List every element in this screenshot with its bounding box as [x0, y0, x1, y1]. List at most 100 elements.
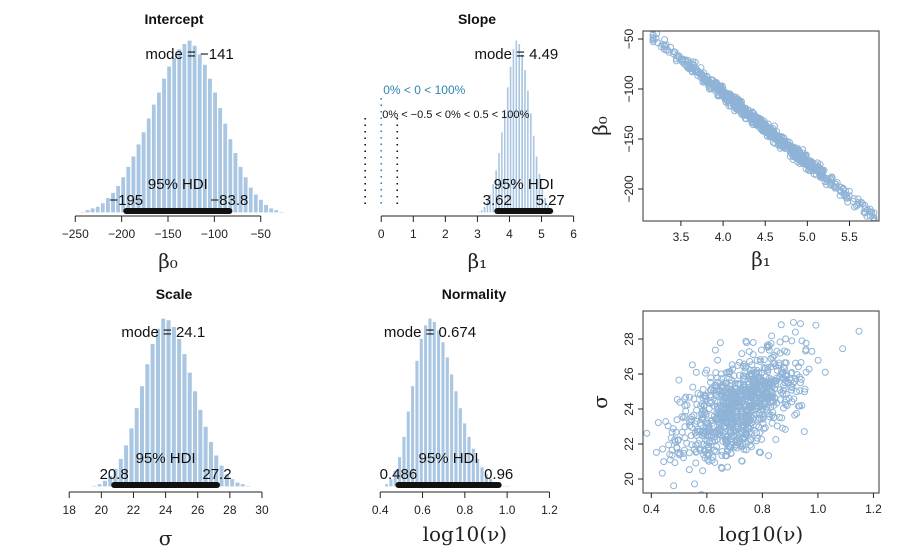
- x-tick-label: 1.0: [810, 502, 827, 516]
- scatter-point: [737, 424, 745, 432]
- scatter-point: [672, 55, 680, 63]
- scatter-point: [719, 437, 727, 445]
- scatter-point: [724, 410, 732, 418]
- scatter-point: [802, 368, 810, 376]
- scatter-point: [738, 350, 746, 358]
- scatter-point: [649, 35, 657, 43]
- scatter-point: [668, 428, 676, 436]
- x-tick-label: 0.4: [643, 502, 660, 516]
- scatter-point: [676, 450, 684, 458]
- scatter-point: [683, 439, 691, 447]
- scatter-point: [723, 436, 731, 444]
- scatter-point: [717, 414, 725, 422]
- x-axis-label: β₁: [751, 247, 771, 271]
- histogram-bar: [186, 371, 194, 488]
- scatter-point: [698, 70, 706, 78]
- scatter-point: [770, 414, 778, 422]
- scatter-point: [769, 408, 777, 416]
- x-tick-label: 5: [538, 227, 545, 241]
- scatter-point: [710, 446, 718, 454]
- scatter-point: [669, 425, 677, 433]
- scatter-point: [673, 416, 681, 424]
- scatter-point: [757, 346, 765, 354]
- scatter-point: [743, 393, 751, 401]
- scatter-point: [713, 428, 721, 436]
- scatter-point: [788, 386, 796, 394]
- hdi-low-label: −195: [109, 192, 143, 209]
- scatter-point: [712, 83, 720, 91]
- scatter-point: [734, 106, 742, 114]
- scatter-point: [749, 109, 757, 117]
- scatter-point: [689, 383, 697, 391]
- scatter-point: [742, 115, 750, 123]
- scatter-point: [767, 354, 775, 362]
- scatter-point: [760, 425, 768, 433]
- scatter-point: [649, 31, 657, 34]
- scatter-point: [757, 369, 765, 377]
- scatter-point: [782, 377, 790, 385]
- scatter-point: [764, 125, 772, 133]
- scatter-point: [793, 409, 801, 417]
- mode-label: mode = 0.674: [384, 324, 476, 341]
- scatter-point: [800, 428, 808, 436]
- scatter-point: [742, 419, 750, 427]
- x-tick-label: 1.2: [541, 503, 558, 517]
- scatter-point: [757, 124, 765, 132]
- x-tick-label: 1: [410, 227, 417, 241]
- scatter-points: [643, 318, 863, 493]
- scatter-point: [788, 369, 796, 377]
- scatter-point: [683, 61, 691, 69]
- scatter-point: [771, 394, 779, 402]
- histogram-bar: [505, 484, 511, 488]
- scatter-point: [742, 337, 750, 345]
- scatter-point: [676, 398, 684, 406]
- scatter-point: [816, 170, 824, 178]
- panel-title: Scale: [156, 286, 193, 302]
- scatter-point: [649, 31, 657, 39]
- scatter-point: [690, 395, 698, 403]
- scatter-point: [643, 429, 651, 437]
- scatter-point: [703, 450, 711, 458]
- scatter-point: [718, 451, 726, 459]
- histogram-bar: [128, 427, 135, 488]
- scatter-point: [789, 143, 797, 151]
- scatter-point: [739, 385, 747, 393]
- scatter-point: [798, 402, 806, 410]
- scatter-point: [773, 377, 781, 385]
- scatter-point: [702, 394, 710, 402]
- scatter-point: [696, 419, 704, 427]
- scatter-point: [733, 441, 741, 449]
- scatter-point: [696, 69, 704, 77]
- scatter-point: [730, 427, 738, 435]
- x-tick-label: 18: [63, 503, 77, 517]
- scatter-point: [748, 429, 756, 437]
- scatter-point: [839, 345, 847, 353]
- scatter-point: [773, 422, 781, 430]
- histogram-bar: [79, 210, 86, 214]
- scatter-point: [692, 431, 700, 439]
- scatter-point: [796, 320, 804, 328]
- scatter-point: [652, 448, 660, 456]
- histogram-bar: [91, 484, 98, 488]
- histogram-bar: [448, 373, 455, 488]
- scatter-point: [828, 173, 836, 181]
- scatter-point: [696, 436, 704, 444]
- scatter-point: [709, 428, 717, 436]
- scatter-point: [782, 395, 790, 403]
- scatter-point: [659, 445, 667, 453]
- panel-title: Slope: [458, 11, 496, 27]
- scatter-point: [741, 368, 749, 376]
- scatter-point: [819, 166, 827, 174]
- scatter-point: [763, 403, 771, 411]
- scatter-point: [714, 356, 722, 364]
- scatter-point: [738, 457, 746, 465]
- scatter-point: [761, 424, 769, 432]
- scatter-point: [727, 419, 735, 427]
- scatter-point: [717, 83, 725, 91]
- scatter-point: [729, 365, 737, 373]
- y-tick-label: −100: [622, 75, 636, 102]
- x-tick-label: 1.0: [499, 503, 516, 517]
- x-tick-label: 24: [159, 503, 173, 517]
- scatter-point: [816, 173, 824, 181]
- x-tick-label: 30: [255, 503, 269, 517]
